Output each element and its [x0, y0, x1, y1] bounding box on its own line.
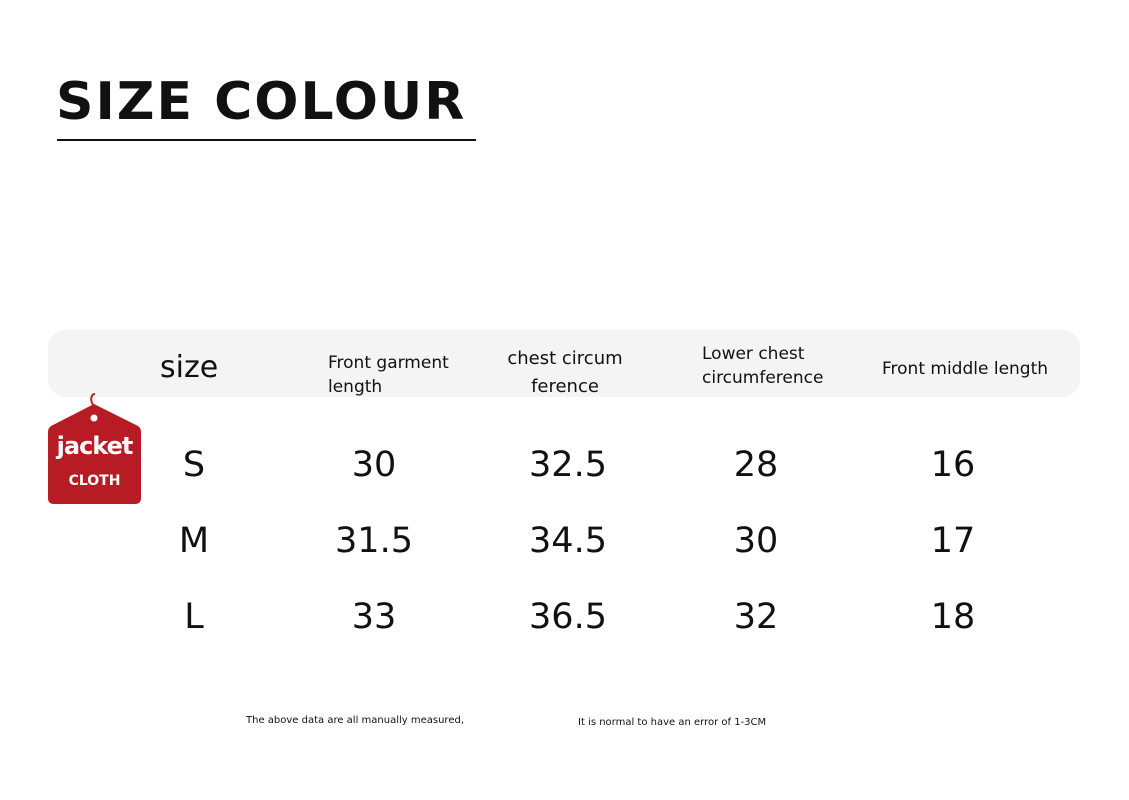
header-line: Front middle length: [882, 359, 1049, 379]
cell-value: 28: [733, 445, 779, 485]
header-line: Lower chest: [702, 344, 805, 364]
cell-size: M: [178, 521, 210, 561]
cell-value: 30: [733, 521, 779, 561]
cell-value: 36.5: [529, 597, 607, 637]
tag-label-jacket: jacket: [56, 432, 134, 460]
table-header-band: [48, 330, 1080, 397]
cell-value: 34.5: [529, 521, 607, 561]
cell-value: 32: [733, 597, 779, 637]
cell-size: L: [184, 597, 204, 637]
header-line: Front garment: [328, 353, 449, 373]
jacket-tag-icon: [48, 393, 141, 504]
header-size: size: [160, 350, 219, 385]
cell-value: 31.5: [335, 521, 413, 561]
header-line: ference: [531, 376, 599, 397]
title-underline: [57, 139, 476, 141]
page-title: SIZE COLOUR: [56, 72, 467, 132]
cell-size: S: [182, 445, 206, 485]
header-front-garment-length: Front garment length: [328, 351, 449, 399]
cell-value: 32.5: [529, 445, 607, 485]
header-line: length: [328, 377, 383, 397]
cell-value: 18: [930, 597, 976, 637]
header-front-middle-length: Front middle length: [882, 357, 1048, 381]
cell-value: 17: [930, 521, 976, 561]
cell-value: 33: [351, 597, 397, 637]
tag-label-cloth: CLOTH: [68, 473, 121, 489]
note-error: It is normal to have an error of 1-3CM: [578, 717, 767, 728]
header-lower-chest-circumference: Lower chest circumference: [702, 342, 823, 390]
cell-value: 16: [930, 445, 976, 485]
cell-value: 30: [351, 445, 397, 485]
header-line: circumference: [702, 368, 824, 388]
header-chest-circumference: chest circum ference: [500, 345, 630, 401]
header-line: chest circum: [507, 348, 623, 369]
note-measured: The above data are all manually measured…: [246, 715, 465, 726]
